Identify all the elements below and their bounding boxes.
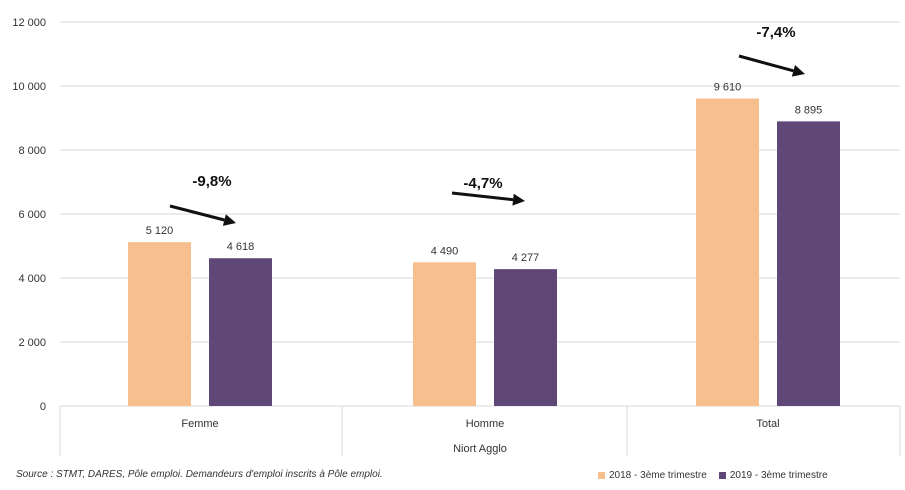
legend: 2018 - 3ème trimestre 2019 - 3ème trimes… <box>598 470 828 481</box>
source-note: Source : STMT, DARES, Pôle emploi. Deman… <box>16 469 383 480</box>
x-tick-label: Total <box>756 418 779 430</box>
x-tick-label: Femme <box>181 418 218 430</box>
bar-femme-2018 <box>128 242 191 406</box>
y-tick-label: 6 000 <box>18 209 46 221</box>
change-arrow <box>451 191 514 202</box>
legend-item-2018: 2018 - 3ème trimestre <box>598 470 707 481</box>
x-axis: Femme Homme Total Niort Agglo <box>59 406 901 456</box>
bar-homme-2019 <box>494 269 557 406</box>
change-label: -7,4% <box>756 24 795 41</box>
change-arrow-head <box>222 214 236 226</box>
legend-item-2019: 2019 - 3ème trimestre <box>718 470 828 481</box>
legend-label-2019: 2019 - 3ème trimestre <box>729 470 828 481</box>
bar-total-2018 <box>696 98 759 406</box>
legend-swatch-2018 <box>598 472 605 479</box>
bars <box>128 98 840 407</box>
y-tick-label: 8 000 <box>18 145 46 157</box>
data-label: 8 895 <box>795 104 823 116</box>
x-tick-label: Homme <box>466 418 505 430</box>
data-label: 4 490 <box>431 245 459 257</box>
legend-swatch-2019 <box>718 472 726 479</box>
y-tick-label: 12 000 <box>12 17 46 29</box>
data-label: 4 277 <box>512 252 540 264</box>
change-arrow-head <box>791 65 805 77</box>
y-tick-label: 10 000 <box>12 81 46 93</box>
y-tick-label: 4 000 <box>18 273 46 285</box>
change-arrow <box>169 204 225 222</box>
change-label: -4,7% <box>463 175 502 192</box>
data-label: 4 618 <box>227 241 255 253</box>
x-group-label: Niort Agglo <box>453 443 507 455</box>
y-axis: 0 2 000 4 000 6 000 8 000 10 000 12 000 <box>12 17 46 413</box>
bar-total-2019 <box>777 121 840 407</box>
y-tick-label: 2 000 <box>18 337 46 349</box>
data-label: 5 120 <box>146 225 174 237</box>
y-tick-label: 0 <box>40 401 46 413</box>
change-label: -9,8% <box>192 173 231 190</box>
legend-label-2018: 2018 - 3ème trimestre <box>609 470 707 481</box>
bar-femme-2019 <box>209 258 272 406</box>
bar-homme-2018 <box>413 262 476 406</box>
change-arrow <box>738 54 794 73</box>
data-label: 9 610 <box>714 81 742 93</box>
change-annotations: -9,8% -4,7% -7,4% <box>169 24 805 226</box>
data-labels: 5 120 4 618 4 490 4 277 9 610 8 895 <box>146 81 823 264</box>
change-arrow-head <box>512 193 525 206</box>
